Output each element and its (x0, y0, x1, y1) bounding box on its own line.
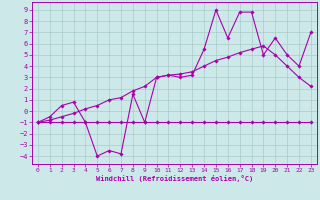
X-axis label: Windchill (Refroidissement éolien,°C): Windchill (Refroidissement éolien,°C) (96, 175, 253, 182)
